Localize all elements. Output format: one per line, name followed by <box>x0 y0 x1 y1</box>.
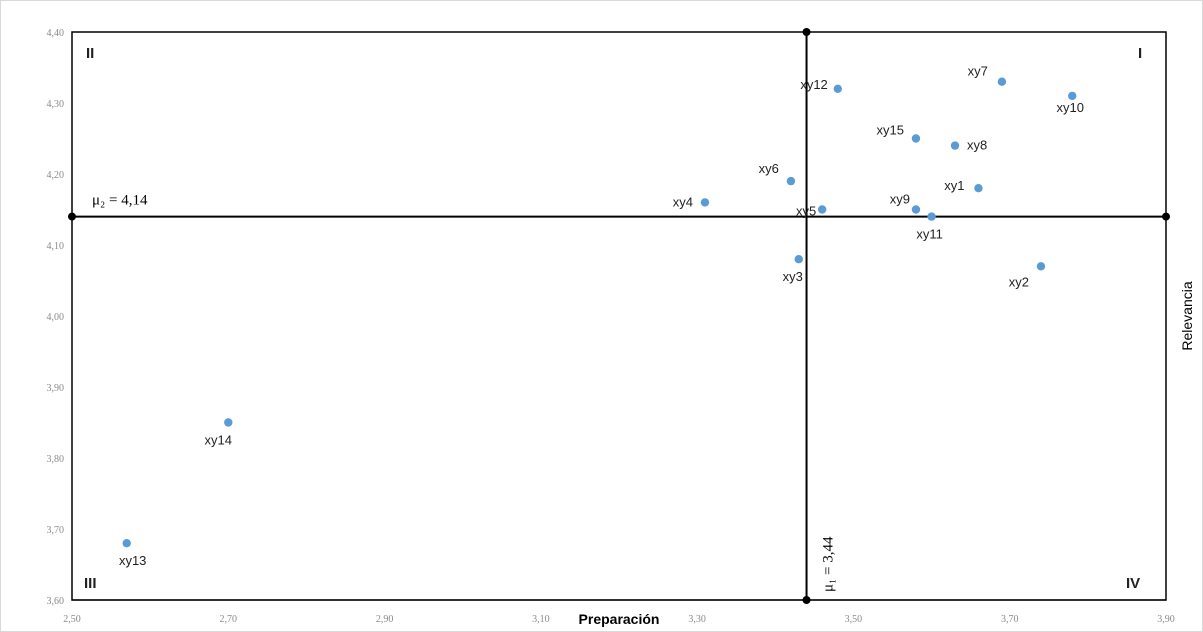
x-tick-label: 2,50 <box>63 614 81 625</box>
data-point-label: xy2 <box>1009 274 1029 289</box>
x-tick-label: 2,90 <box>376 614 394 625</box>
data-point-label: xy10 <box>1056 100 1083 115</box>
quadrant-label-iv: IV <box>1126 575 1140 592</box>
data-point <box>833 84 842 94</box>
data-point-label: xy9 <box>890 192 910 207</box>
y-tick-label: 3,80 <box>47 454 65 465</box>
data-point <box>1068 91 1077 101</box>
x-tick-label: 3,10 <box>532 614 550 625</box>
y-tick-label: 3,70 <box>47 525 65 536</box>
x-tick-label: 3,30 <box>688 614 706 625</box>
data-point <box>927 212 936 221</box>
x-tick-label: 3,90 <box>1157 614 1175 625</box>
data-point-label: xy15 <box>876 123 903 138</box>
mean-line-end-dot <box>1162 212 1170 221</box>
y-tick-label: 3,90 <box>47 383 65 394</box>
data-point <box>950 141 960 150</box>
quadrant-label-ii: II <box>86 45 94 62</box>
mean-line-end-dot <box>68 212 76 221</box>
data-point <box>817 205 827 214</box>
y-tick-label: 4,10 <box>47 241 65 252</box>
data-point-label: xy1 <box>944 178 964 193</box>
data-point <box>786 176 796 186</box>
quadrant-label-i: I <box>1138 45 1142 62</box>
data-point-label: xy4 <box>673 194 693 209</box>
data-point-label: xy13 <box>119 553 146 568</box>
data-point <box>997 77 1007 86</box>
x-axis-title: Preparación <box>579 611 660 627</box>
y-tick-label: 3,60 <box>47 596 65 607</box>
x-tick-label: 2,70 <box>220 614 238 625</box>
mean-label-vertical: μ₁ = 3,44 <box>821 536 837 592</box>
y-axis-title: Relevancia <box>1179 281 1195 350</box>
quadrant-label-iii: III <box>84 575 97 592</box>
y-tick-label: 4,00 <box>47 312 65 323</box>
data-point-label: xy3 <box>783 269 803 284</box>
y-tick-label: 4,30 <box>47 99 65 110</box>
mean-line-end-dot <box>802 596 811 604</box>
data-point-label: xy6 <box>759 161 779 176</box>
y-tick-label: 4,20 <box>47 170 65 181</box>
data-point <box>224 418 233 427</box>
x-tick-label: 3,50 <box>845 614 863 625</box>
data-point-label: xy11 <box>916 227 943 242</box>
data-point <box>911 205 921 214</box>
data-point-label: xy14 <box>205 433 232 448</box>
data-point <box>794 255 803 264</box>
y-tick-label: 4,40 <box>47 28 65 39</box>
data-point <box>911 134 921 143</box>
data-point-label: xy7 <box>968 64 988 79</box>
data-point <box>700 198 710 207</box>
data-point <box>974 184 983 193</box>
data-point-label: xy5 <box>796 204 816 219</box>
mean-label-horizontal: μ₂ = 4,14 <box>92 193 148 209</box>
mean-line-end-dot <box>802 28 811 36</box>
data-point <box>1036 262 1046 271</box>
x-tick-label: 3,70 <box>1001 614 1019 625</box>
data-point <box>122 539 131 548</box>
data-point-label: xy12 <box>800 77 827 92</box>
data-point-label: xy8 <box>967 138 987 153</box>
